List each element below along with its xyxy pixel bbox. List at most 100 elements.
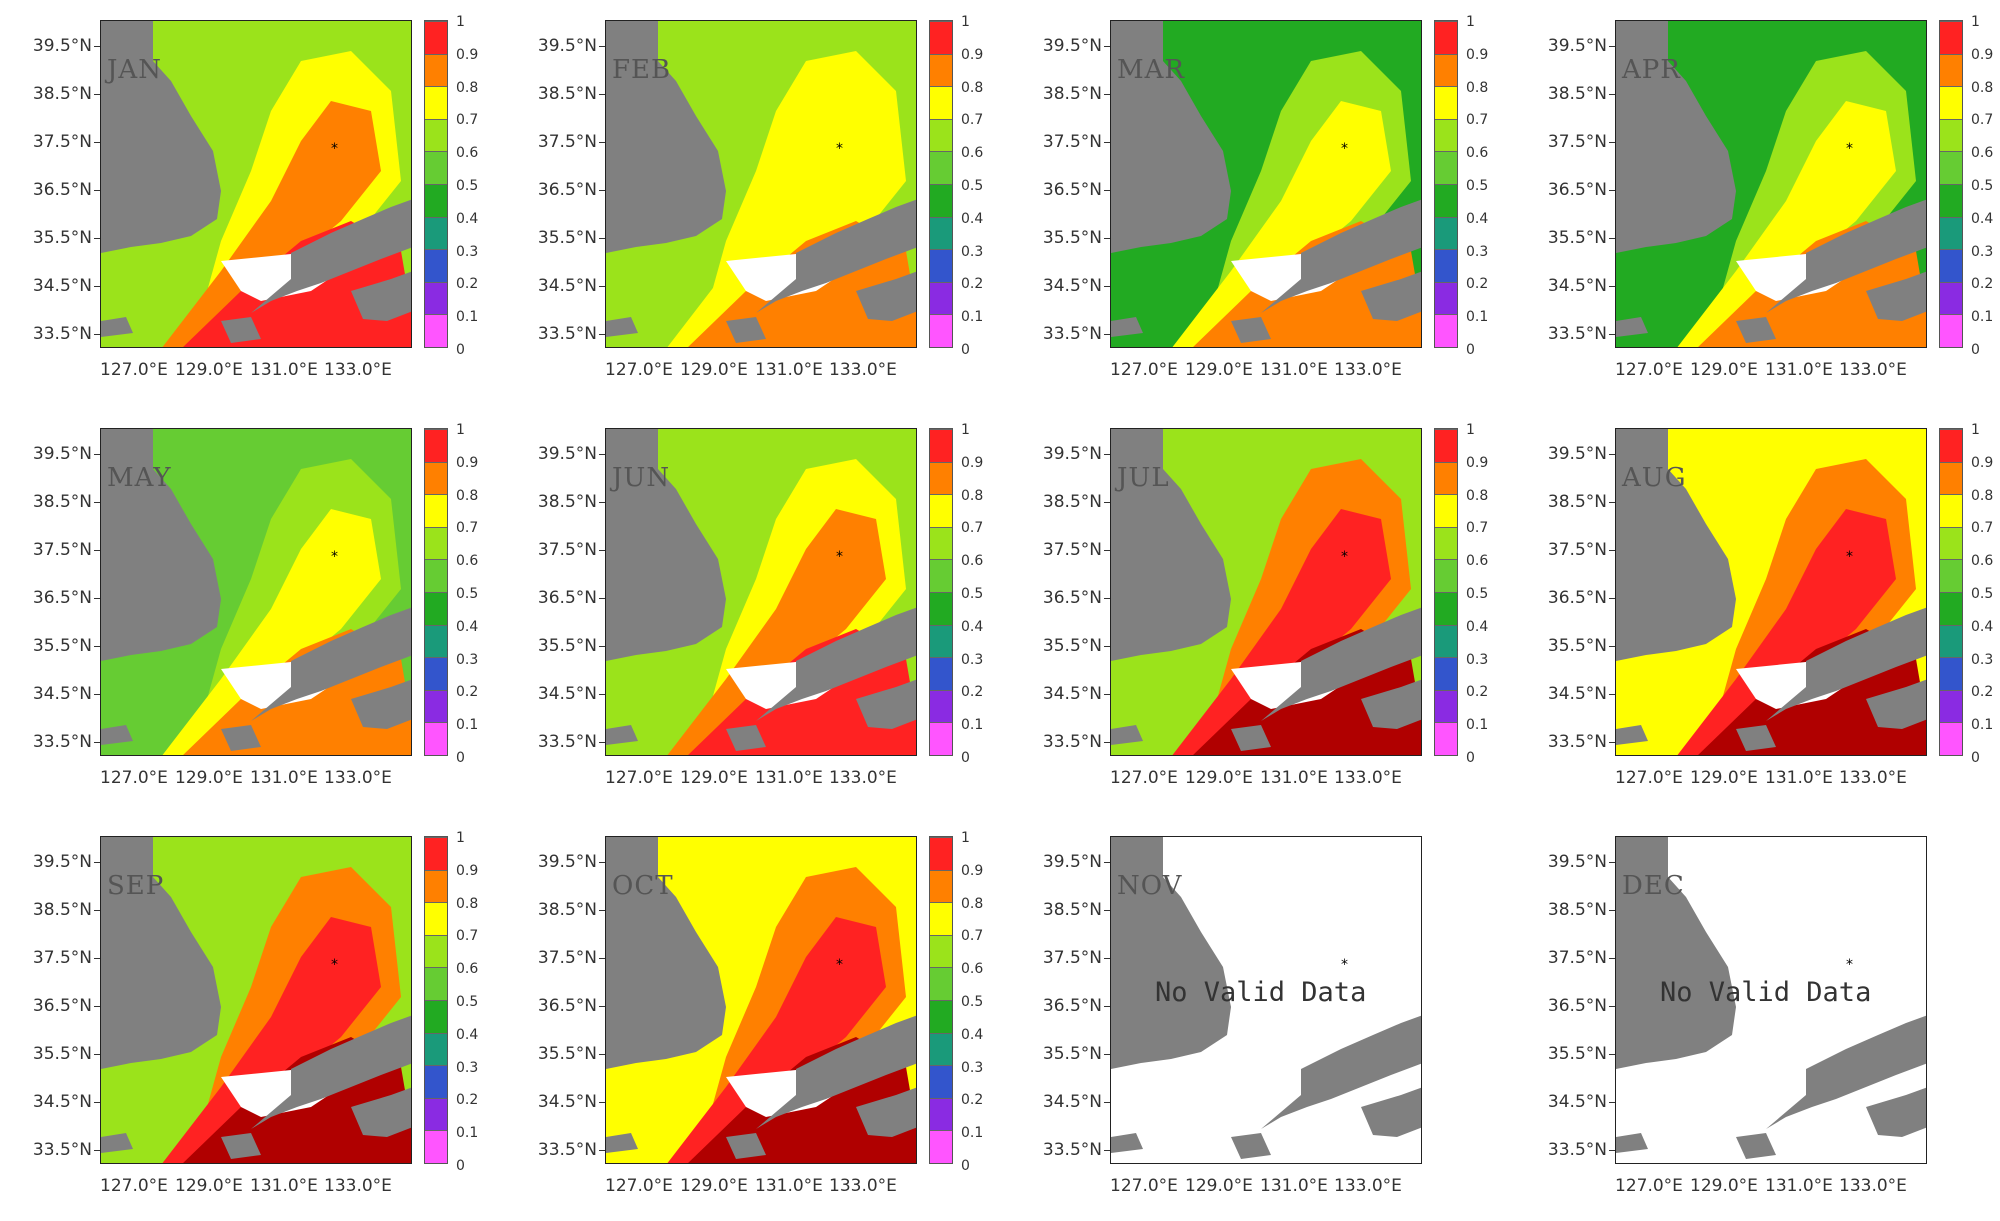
colorbar-tick: 0.4 <box>961 1026 984 1043</box>
colorbar-swatch <box>930 216 952 250</box>
colorbar-swatch <box>1940 216 1962 250</box>
longitude-label: 127.0°E <box>100 360 168 380</box>
longitude-label: 127.0°E <box>1615 768 1683 788</box>
colorbar-tick: 0.8 <box>1466 79 1489 96</box>
colorbar <box>1434 428 1458 756</box>
longitude-label: 131.0°E <box>250 360 318 380</box>
longitude-label: 133.0°E <box>1334 1176 1402 1196</box>
colorbar-swatch <box>1940 118 1962 152</box>
latitude-label: 33.5°N <box>1010 1140 1110 1160</box>
colorbar-tick: 0 <box>456 1158 465 1174</box>
land-mass <box>1111 725 1143 745</box>
longitude-label: 133.0°E <box>324 360 392 380</box>
longitude-label: 129.0°E <box>680 1176 748 1196</box>
colorbar <box>424 836 448 1164</box>
latitude-label: 36.5°N <box>0 588 100 608</box>
colorbar-swatch <box>930 86 952 119</box>
land-mass <box>221 317 261 343</box>
latitude-label: 36.5°N <box>1515 180 1615 200</box>
longitude-label: 133.0°E <box>1334 360 1402 380</box>
land-mass <box>101 317 133 337</box>
latitude-label: 35.5°N <box>505 228 605 248</box>
longitude-label: 133.0°E <box>324 1176 392 1196</box>
longitude-label: 127.0°E <box>605 360 673 380</box>
month-panel: 39.5°N 38.5°N 37.5°N 36.5°N 35.5°N 34.5°N 33.5… <box>1010 816 1500 1221</box>
colorbar-swatch <box>930 118 952 152</box>
longitude-label: 133.0°E <box>1839 360 1907 380</box>
colorbar-tick: 0.2 <box>961 684 984 701</box>
map-area: JUN * <box>605 428 917 756</box>
colorbar-tick: 0.1 <box>961 309 984 326</box>
colorbar-tick: 0 <box>456 750 465 766</box>
map-area: JUL * <box>1110 428 1422 756</box>
latitude-label: 38.5°N <box>1010 84 1110 104</box>
latitude-label: 35.5°N <box>0 228 100 248</box>
latitude-label: 38.5°N <box>1010 900 1110 920</box>
colorbar <box>424 428 448 756</box>
colorbar-swatch <box>1940 21 1962 54</box>
land-mass <box>1736 1133 1776 1159</box>
longitude-label: 129.0°E <box>1690 768 1758 788</box>
colorbar-tick: 0.1 <box>456 717 479 734</box>
longitude-label: 129.0°E <box>680 768 748 788</box>
colorbar-tick: 0.7 <box>456 928 479 945</box>
map-area: MAY * <box>100 428 412 756</box>
colorbar-tick: 1 <box>961 422 970 438</box>
colorbar-tick: 0 <box>1466 750 1475 766</box>
colorbar-tick: 0.7 <box>1466 520 1489 537</box>
latitude-label: 39.5°N <box>505 444 605 464</box>
longitude-label: 127.0°E <box>1110 768 1178 788</box>
latitude-label: 37.5°N <box>1515 948 1615 968</box>
colorbar-tick: 0.2 <box>456 1092 479 1109</box>
colorbar-swatch <box>425 494 447 527</box>
colorbar-swatch <box>425 1000 447 1033</box>
colorbar-tick: 0.6 <box>456 961 479 978</box>
land-mass <box>756 1015 916 1129</box>
colorbar-swatch <box>425 722 447 755</box>
land-mass <box>251 1015 411 1129</box>
latitude-label: 34.5°N <box>505 1092 605 1112</box>
map-area: SEP * <box>100 836 412 1164</box>
longitude-label: 131.0°E <box>1765 1176 1833 1196</box>
colorbar-tick: 0.3 <box>1971 651 1994 668</box>
colorbar-swatch <box>1435 429 1457 462</box>
colorbar-swatch <box>1940 722 1962 755</box>
land-mass <box>726 1133 766 1159</box>
month-label: JUL <box>1117 463 1170 493</box>
colorbar-swatch <box>1940 151 1962 185</box>
colorbar-swatch <box>425 184 447 217</box>
latitude-label: 34.5°N <box>1010 276 1110 296</box>
month-panel: 39.5°N 38.5°N 37.5°N 36.5°N 35.5°N 34.5°N 33.5… <box>0 408 490 813</box>
month-label: JAN <box>107 55 162 85</box>
latitude-label: 39.5°N <box>1010 36 1110 56</box>
land-mass <box>101 837 221 1069</box>
colorbar-tick: 0.4 <box>456 618 479 635</box>
latitude-label: 36.5°N <box>0 180 100 200</box>
latitude-label: 39.5°N <box>1515 852 1615 872</box>
colorbar-tick: 0.1 <box>1971 309 1994 326</box>
contour-region <box>1677 101 1896 347</box>
map-area: FEB * <box>605 20 917 348</box>
month-label: OCT <box>612 871 674 901</box>
land-mass <box>251 199 411 313</box>
colorbar-swatch <box>1940 526 1962 560</box>
colorbar-tick: 0.5 <box>1971 586 1994 602</box>
colorbar-tick: 0.3 <box>456 651 479 668</box>
station-marker: * <box>331 957 338 973</box>
land-mass <box>1111 837 1231 1069</box>
colorbar-tick: 0.4 <box>1466 618 1489 635</box>
colorbar-tick: 0.6 <box>1971 145 1994 162</box>
land-mass <box>1231 317 1271 343</box>
no-data-text: No Valid Data <box>1155 977 1367 1008</box>
latitude-label: 39.5°N <box>0 444 100 464</box>
colorbar-swatch <box>930 494 952 527</box>
colorbar-swatch <box>425 53 447 87</box>
colorbar-tick: 0.5 <box>1466 586 1489 602</box>
latitude-label: 35.5°N <box>1010 636 1110 656</box>
contour-region <box>667 101 886 347</box>
colorbar-swatch <box>425 461 447 495</box>
colorbar-swatch <box>425 592 447 625</box>
colorbar-swatch <box>425 86 447 119</box>
colorbar-tick: 0.7 <box>1971 112 1994 129</box>
land-mass <box>756 199 916 313</box>
